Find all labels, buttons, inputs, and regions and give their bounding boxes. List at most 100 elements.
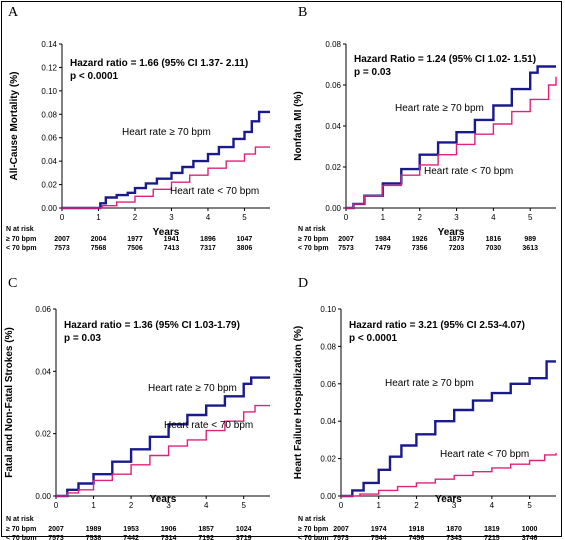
- panel-a-xtick-label: 2: [133, 213, 138, 222]
- panel-c-risk-high-value: 1989: [86, 526, 102, 533]
- panel-a-ytick-label: 0.10: [41, 87, 57, 96]
- panel-a-risk-low-value: 7413: [164, 245, 180, 252]
- panel-d-risk-low-value: 7573: [333, 535, 349, 540]
- panel-d-label-high: Heart rate ≥ 70 bpm: [385, 378, 474, 389]
- panel-d-risk-low-value: 7343: [446, 535, 462, 540]
- panel-c-ytick-label: 0.02: [35, 430, 51, 439]
- panel-b-risk-header: N at risk: [298, 226, 326, 233]
- panel-b-y-axis-title: Nonfata MI (%): [293, 91, 304, 160]
- panel-c-risk-label-high: ≥ 70 bpm: [6, 526, 36, 533]
- panel-a-hazard-ratio: Hazard ratio = 1.66 (95% CI 1.37- 2.11): [70, 58, 248, 69]
- panel-a-risk-label-low: < 70 bpm: [6, 245, 37, 252]
- panel-d-hazard-ratio: Hazard ratio = 3.21 (95% CI 2.53-4.07): [349, 320, 525, 331]
- panel-a-series-high-curve: [62, 110, 270, 210]
- panel-a-xtick-label: 0: [60, 213, 65, 222]
- panel-c-risk-low-value: 3719: [236, 535, 252, 540]
- panel-a-ytick-label: 0.08: [41, 110, 57, 119]
- panel-b-xtick-label: 5: [528, 213, 533, 222]
- panel-a-risk-low-value: 7317: [200, 245, 216, 252]
- panel-c-xtick-label: 0: [54, 501, 59, 510]
- panel-d-risk-low-value: 3746: [522, 535, 538, 540]
- panel-b-ytick-label: 0.00: [325, 204, 341, 213]
- panel-c-ytick-label: 0.06: [35, 305, 51, 314]
- panel-c-label-high: Heart rate ≥ 70 bpm: [148, 383, 237, 394]
- panel-a-risk-high-value: 2007: [54, 236, 70, 243]
- panel-b-risk-low-value: 7203: [449, 245, 465, 252]
- panel-b-risk-label-low: < 70 bpm: [298, 245, 329, 252]
- panel-b-risk-low-value: 7573: [338, 245, 354, 252]
- panel-b-risk-high-value: 1984: [375, 236, 391, 243]
- panel-d-risk-low-value: 7215: [484, 535, 500, 540]
- panel-b-x-axis-title: Years: [438, 227, 465, 238]
- panel-b-xtick-label: 1: [381, 213, 386, 222]
- panel-c-label-low: Heart rate < 70 bpm: [164, 420, 253, 431]
- panel-c-x-axis-title: Years: [150, 494, 177, 505]
- panel-a-p-value: p < 0.0001: [70, 71, 119, 82]
- panel-d-xtick-label: 0: [339, 501, 344, 510]
- panel-a-risk-high-value: 1047: [237, 236, 253, 243]
- panel-a-ytick-label: 0.14: [41, 40, 57, 49]
- panel-c-xtick-label: 3: [166, 501, 171, 510]
- panel-a-ytick-label: 0.00: [41, 204, 57, 213]
- panel-c-xtick-label: 5: [241, 501, 246, 510]
- panel-b-ytick-label: 0.04: [325, 122, 341, 131]
- panel-c-risk-low-value: 7314: [161, 535, 177, 540]
- panel-a-risk-header: N at risk: [6, 226, 34, 233]
- panel-d-xtick-label: 5: [527, 501, 532, 510]
- panel-c-series-low-curve: [56, 404, 270, 497]
- panel-d-risk-high-value: 1918: [409, 526, 425, 533]
- panel-b-risk-high-value: 2007: [338, 236, 354, 243]
- panel-a-ytick-label: 0.02: [41, 181, 57, 190]
- panel-c-letter: C: [8, 276, 17, 291]
- panel-d-ytick-label: 0.08: [320, 342, 336, 351]
- panel-b-risk-high-value: 1816: [486, 236, 502, 243]
- panel-c-risk-high-value: 1953: [123, 526, 139, 533]
- panel-d-xtick-label: 1: [376, 501, 381, 510]
- panel-b-xtick-label: 4: [491, 213, 496, 222]
- panel-c-risk-high-value: 1857: [198, 526, 214, 533]
- panel-d-ytick-label: 0.02: [320, 455, 336, 464]
- panel-d-xtick-label: 3: [452, 501, 457, 510]
- panel-b-xtick-label: 2: [417, 213, 422, 222]
- panel-b-label-low: Heart rate < 70 bpm: [424, 166, 513, 177]
- panel-b-risk-low-value: 7356: [412, 245, 428, 252]
- panel-b-p-value: p = 0.03: [354, 67, 391, 78]
- panel-b-ytick-label: 0.02: [325, 163, 341, 172]
- panel-b-risk-low-value: 7479: [375, 245, 391, 252]
- panel-c-y-axis-title: Fatal and Non-Fatal Strokes (%): [4, 327, 15, 478]
- panel-c-xtick-label: 1: [91, 501, 96, 510]
- panel-d-xtick-label: 4: [490, 501, 495, 510]
- panel-d-risk-high-value: 1819: [484, 526, 500, 533]
- panel-b-risk-low-value: 7030: [486, 245, 502, 252]
- panel-a-risk-high-value: 1977: [127, 236, 143, 243]
- panel-c-p-value: p = 0.03: [64, 333, 101, 344]
- panel-b-ytick-label: 0.06: [325, 81, 341, 90]
- panel-c-risk-high-value: 2007: [48, 526, 64, 533]
- panel-c-risk-header: N at risk: [6, 516, 34, 523]
- panel-a-label-low: Heart rate < 70 bpm: [170, 186, 259, 197]
- panel-c-risk-low-value: 7573: [48, 535, 64, 540]
- panel-c-risk-high-value: 1906: [161, 526, 177, 533]
- panel-b-xtick-label: 3: [454, 213, 459, 222]
- panel-c-risk-low-value: 7442: [123, 535, 139, 540]
- panel-d-x-axis-title: Years: [435, 494, 462, 505]
- panel-d-risk-high-value: 1974: [371, 526, 387, 533]
- panel-d-risk-high-value: 1000: [522, 526, 538, 533]
- panel-c-risk-label-low: < 70 bpm: [6, 535, 37, 540]
- panel-d-risk-label-low: < 70 bpm: [298, 535, 329, 540]
- panel-b-risk-high-value: 1926: [412, 236, 428, 243]
- panel-d-letter: D: [298, 276, 308, 291]
- panel-b-hazard-ratio: Hazard Ratio = 1.24 (95% CI 1.02- 1.51): [354, 54, 536, 65]
- panel-b-risk-label-high: ≥ 70 bpm: [298, 236, 328, 243]
- panel-c-risk-low-value: 7192: [198, 535, 214, 540]
- panel-c-risk-low-value: 7538: [86, 535, 102, 540]
- panel-b-letter: B: [298, 5, 307, 20]
- panel-a-risk-low-value: 7573: [54, 245, 70, 252]
- panel-a-series-low-curve: [62, 146, 270, 209]
- panel-c-risk-high-value: 1024: [236, 526, 252, 533]
- panel-d-risk-header: N at risk: [298, 516, 326, 523]
- panel-b-xtick-label: 0: [344, 213, 349, 222]
- panel-a-risk-low-value: 7568: [91, 245, 107, 252]
- panel-d-risk-high-value: 2007: [333, 526, 349, 533]
